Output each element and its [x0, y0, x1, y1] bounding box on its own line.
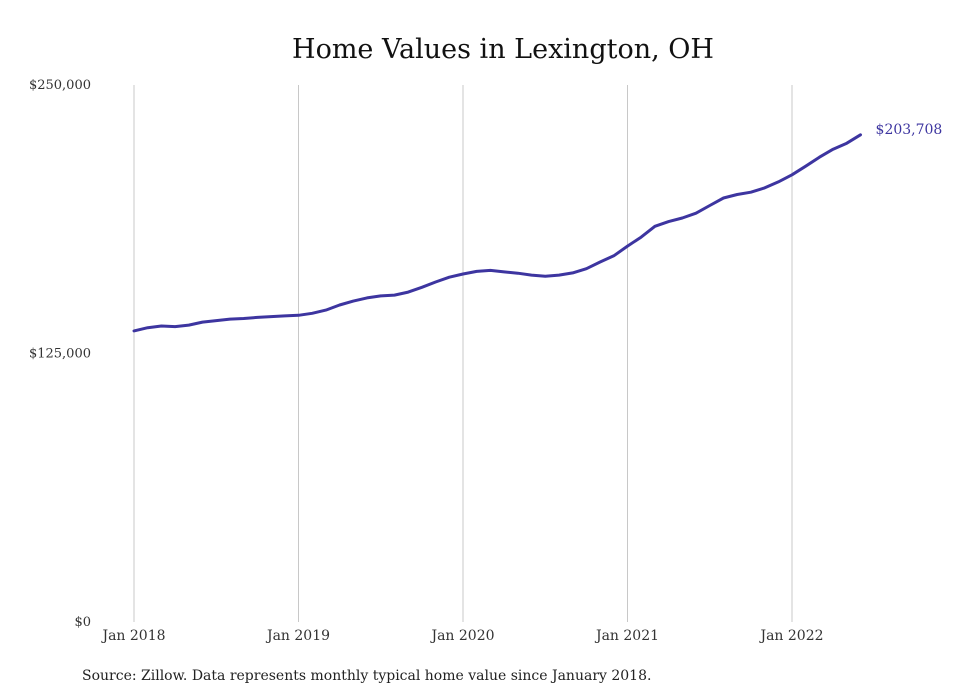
y-tick-label: $0 — [74, 615, 91, 630]
chart-title: Home Values in Lexington, OH — [292, 34, 714, 65]
x-tick-label: Jan 2019 — [265, 628, 330, 644]
y-tick-label: $125,000 — [29, 347, 91, 362]
grid-lines — [133, 85, 793, 622]
source-note: Source: Zillow. Data represents monthly … — [82, 668, 652, 684]
line-chart-svg: Home Values in Lexington, OH $0$125,000$… — [29, 34, 943, 644]
y-tick-label: $250,000 — [29, 78, 91, 93]
y-axis-ticks: $0 $125,000 $250,000 — [29, 78, 91, 630]
home-value-series-line — [132, 133, 862, 333]
x-tick-label: Jan 2020 — [429, 628, 494, 644]
x-tick-label: Jan 2021 — [594, 628, 659, 644]
x-tick-label: Jan 2022 — [758, 628, 823, 644]
x-tick-label: Jan 2018 — [100, 628, 165, 644]
x-axis-ticks: Jan 2018 Jan 2019 Jan 2020 Jan 2021 Jan 2022 — [100, 628, 823, 644]
end-value-label: $203,708 — [876, 122, 943, 138]
